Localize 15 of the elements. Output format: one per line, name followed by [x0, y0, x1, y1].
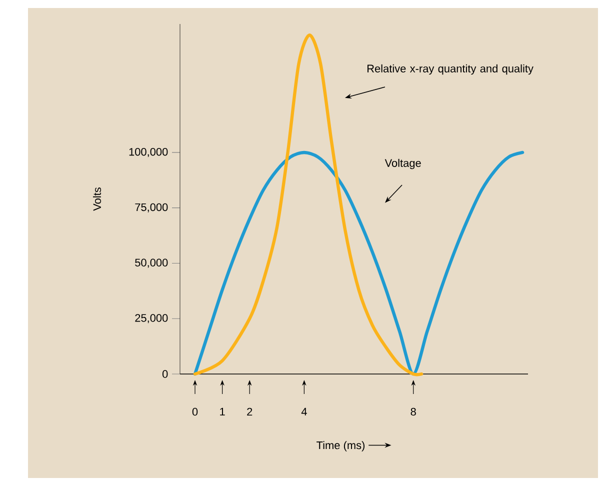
y-tick-label: 100,000 — [129, 148, 168, 158]
line-series — [193, 150, 524, 376]
annotation: Voltage — [384, 158, 421, 170]
y-tick-label: 50,000 — [135, 258, 168, 268]
y-tick-label: 75,000 — [135, 203, 168, 212]
y-axis-title: Volts — [92, 188, 102, 211]
x-tick-label: 8 — [410, 408, 416, 416]
x-axis-title: Time (ms) — [316, 441, 364, 452]
y-tick-label: 25,000 — [135, 314, 168, 324]
annotation: Relative x-ray quantity and quality — [368, 64, 534, 75]
x-tick-label: 4 — [301, 408, 307, 416]
x-tick-label: 1 — [220, 408, 225, 416]
x-tick-label: 2 — [247, 408, 252, 416]
x-tick-label: 0 — [192, 408, 198, 416]
y-tick-label: 0 — [162, 370, 168, 378]
